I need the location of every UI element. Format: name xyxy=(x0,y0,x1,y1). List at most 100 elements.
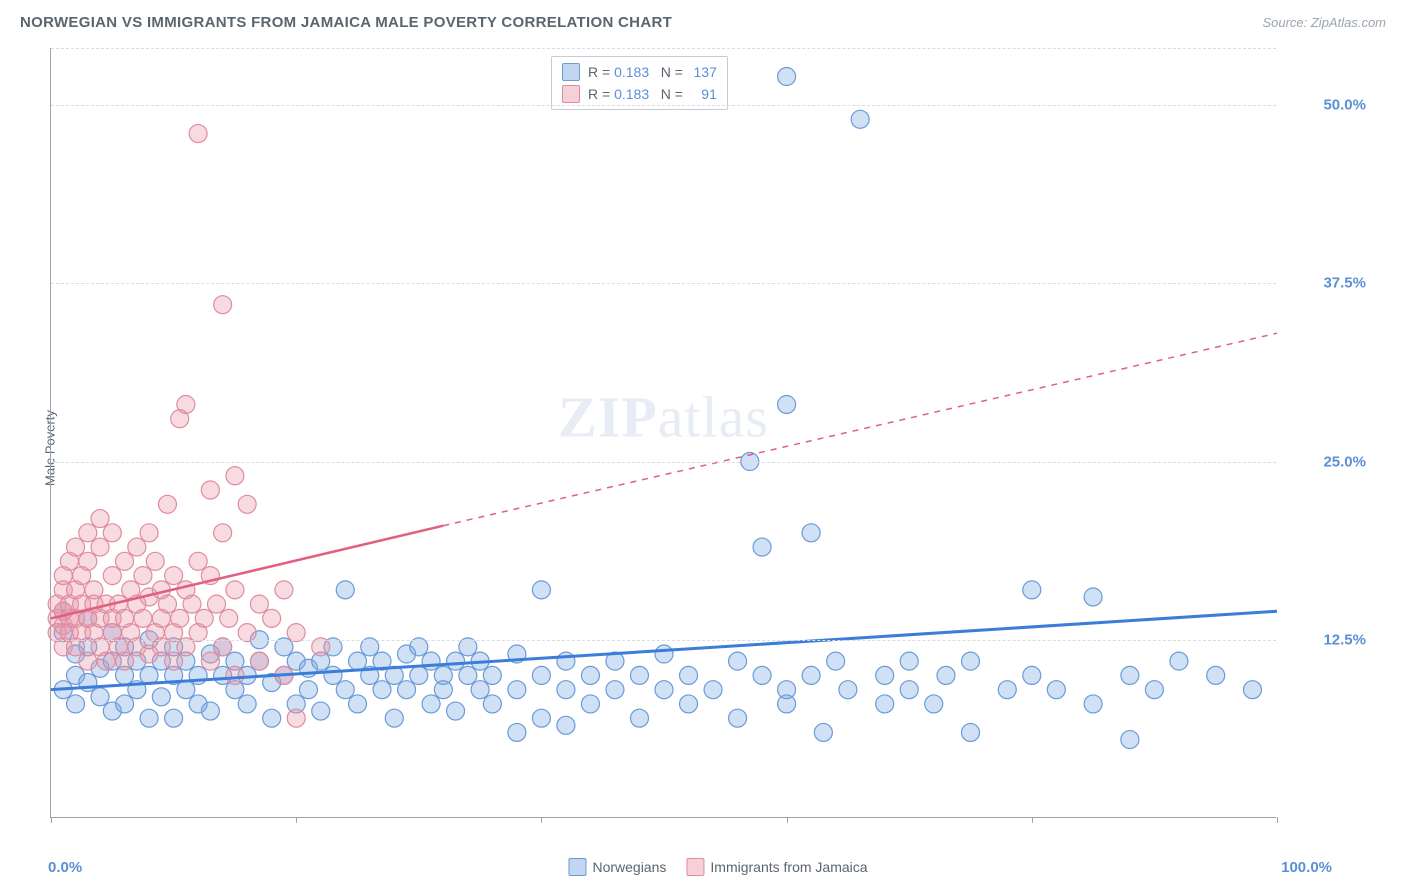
scatter-point xyxy=(349,695,367,713)
scatter-point xyxy=(483,695,501,713)
scatter-point xyxy=(581,666,599,684)
scatter-point xyxy=(814,723,832,741)
scatter-point xyxy=(91,538,109,556)
scatter-point xyxy=(177,681,195,699)
scatter-point xyxy=(171,609,189,627)
scatter-point xyxy=(422,652,440,670)
scatter-point xyxy=(238,695,256,713)
scatter-point xyxy=(778,68,796,86)
scatter-point xyxy=(201,702,219,720)
scatter-point xyxy=(680,666,698,684)
scatter-point xyxy=(238,495,256,513)
scatter-point xyxy=(1121,731,1139,749)
scatter-point xyxy=(208,595,226,613)
stats-legend-row: R = 0.183 N = 137 xyxy=(562,61,717,83)
legend-label: Immigrants from Jamaica xyxy=(710,859,867,875)
scatter-point xyxy=(220,609,238,627)
scatter-point xyxy=(287,709,305,727)
scatter-point xyxy=(962,652,980,670)
scatter-point xyxy=(1084,695,1102,713)
y-tick-label: 12.5% xyxy=(1286,631,1366,648)
scatter-point xyxy=(630,709,648,727)
scatter-point xyxy=(729,709,747,727)
x-tick-mark xyxy=(1277,817,1278,823)
scatter-point xyxy=(373,681,391,699)
scatter-point xyxy=(158,495,176,513)
scatter-point xyxy=(1243,681,1261,699)
chart-container: Male Poverty ZIPatlas R = 0.183 N = 137 … xyxy=(50,48,1386,848)
bottom-legend: Norwegians Immigrants from Jamaica xyxy=(568,858,867,876)
scatter-point xyxy=(263,709,281,727)
scatter-point xyxy=(447,652,465,670)
stats-legend-row: R = 0.183 N = 91 xyxy=(562,83,717,105)
scatter-point xyxy=(753,666,771,684)
scatter-point xyxy=(385,709,403,727)
x-tick-mark xyxy=(541,817,542,823)
scatter-point xyxy=(925,695,943,713)
scatter-point xyxy=(729,652,747,670)
scatter-point xyxy=(158,595,176,613)
scatter-point xyxy=(778,395,796,413)
scatter-point xyxy=(165,652,183,670)
scatter-point xyxy=(195,609,213,627)
scatter-point xyxy=(434,681,452,699)
scatter-point xyxy=(1145,681,1163,699)
scatter-point xyxy=(998,681,1016,699)
scatter-point xyxy=(532,666,550,684)
scatter-point xyxy=(1023,666,1041,684)
scatter-point xyxy=(201,481,219,499)
scatter-point xyxy=(312,702,330,720)
scatter-point xyxy=(165,709,183,727)
scatter-point xyxy=(802,524,820,542)
grid-line xyxy=(51,462,1276,463)
grid-line xyxy=(51,105,1276,106)
scatter-point xyxy=(91,688,109,706)
scatter-point xyxy=(226,666,244,684)
scatter-point xyxy=(177,395,195,413)
scatter-point xyxy=(483,666,501,684)
scatter-point xyxy=(183,595,201,613)
scatter-point xyxy=(103,567,121,585)
scatter-point xyxy=(67,538,85,556)
scatter-point xyxy=(778,695,796,713)
scatter-point xyxy=(116,552,134,570)
scatter-point xyxy=(103,524,121,542)
scatter-point xyxy=(630,666,648,684)
scatter-point xyxy=(704,681,722,699)
scatter-point xyxy=(79,652,97,670)
grid-line xyxy=(51,640,1276,641)
scatter-point xyxy=(91,510,109,528)
y-tick-label: 25.0% xyxy=(1286,453,1366,470)
scatter-point xyxy=(189,125,207,143)
scatter-point xyxy=(606,681,624,699)
x-tick-mark xyxy=(51,817,52,823)
scatter-point xyxy=(140,709,158,727)
scatter-point xyxy=(324,666,342,684)
legend-swatch xyxy=(568,858,586,876)
grid-line xyxy=(51,283,1276,284)
scatter-point xyxy=(79,552,97,570)
legend-stat-text: R = 0.183 N = 137 xyxy=(588,61,717,83)
scatter-point xyxy=(349,652,367,670)
scatter-point xyxy=(189,552,207,570)
scatter-point xyxy=(116,695,134,713)
scatter-point xyxy=(152,688,170,706)
scatter-point xyxy=(1170,652,1188,670)
scatter-point xyxy=(398,681,416,699)
scatter-point xyxy=(459,666,477,684)
scatter-point xyxy=(1207,666,1225,684)
legend-stat-text: R = 0.183 N = 91 xyxy=(588,83,717,105)
legend-label: Norwegians xyxy=(592,859,666,875)
scatter-point xyxy=(1084,588,1102,606)
scatter-point xyxy=(214,524,232,542)
scatter-point xyxy=(839,681,857,699)
scatter-point xyxy=(471,681,489,699)
bottom-legend-item: Norwegians xyxy=(568,858,666,876)
scatter-point xyxy=(1023,581,1041,599)
x-tick-mark xyxy=(787,817,788,823)
scatter-point xyxy=(263,609,281,627)
scatter-point xyxy=(214,296,232,314)
scatter-point xyxy=(128,538,146,556)
x-tick-mark xyxy=(1032,817,1033,823)
scatter-point xyxy=(680,695,698,713)
